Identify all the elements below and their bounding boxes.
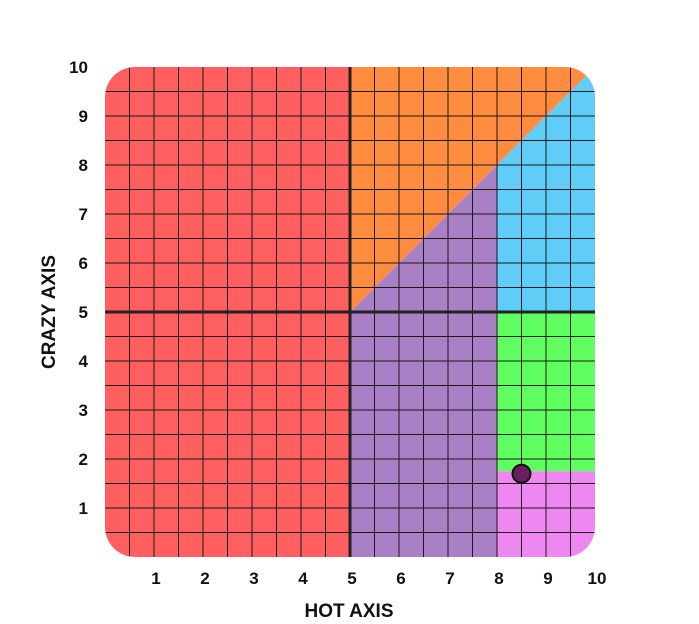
x-tick-labels: 1 2 3 4 5 6 7 8 9 10 (151, 569, 606, 588)
x-tick-label: 4 (298, 569, 308, 588)
x-tick-label: 5 (347, 569, 356, 588)
x-tick-label: 6 (396, 569, 405, 588)
x-tick-label: 1 (151, 569, 160, 588)
x-tick-label: 9 (543, 569, 552, 588)
center-lines (105, 67, 595, 557)
data-points (511, 463, 532, 484)
plot-area (105, 67, 595, 557)
x-tick-label: 7 (445, 569, 454, 588)
x-axis-title: HOT AXIS (304, 601, 393, 622)
y-axis-title: CRAZY AXIS (39, 255, 60, 369)
data-point (511, 463, 532, 484)
x-tick-label: 3 (249, 569, 258, 588)
y-tick-label: 5 (79, 303, 88, 322)
y-tick-label: 2 (79, 450, 88, 469)
x-tick-label: 10 (588, 569, 607, 588)
x-tick-label: 8 (494, 569, 503, 588)
y-tick-label: 8 (79, 156, 88, 175)
y-tick-label: 3 (79, 401, 88, 420)
y-tick-labels: 1 2 3 4 5 6 7 8 9 10 (69, 58, 88, 518)
x-tick-label: 2 (200, 569, 209, 588)
y-tick-label: 6 (79, 254, 88, 273)
y-tick-label: 9 (79, 107, 88, 126)
y-tick-label: 7 (79, 205, 88, 224)
y-tick-label: 10 (69, 58, 88, 77)
y-tick-label: 4 (79, 352, 89, 371)
y-tick-label: 1 (79, 499, 88, 518)
